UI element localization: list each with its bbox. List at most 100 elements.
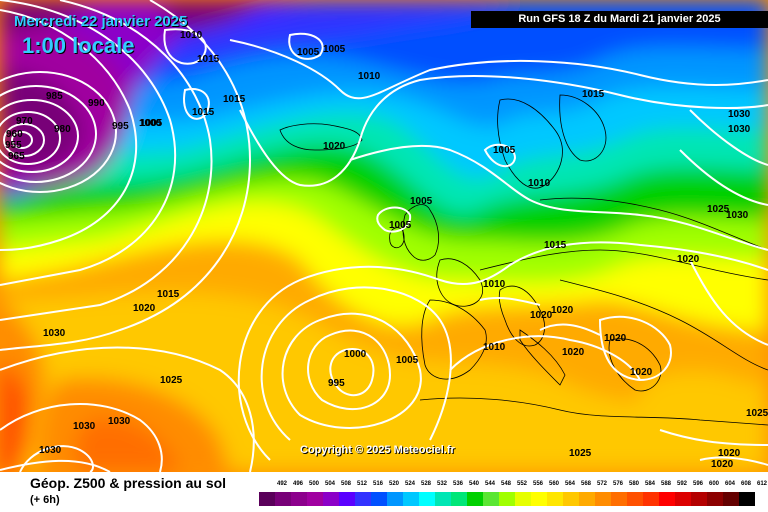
legend-swatch — [467, 492, 484, 506]
legend-swatch — [387, 492, 404, 506]
legend-value: 532 — [436, 481, 447, 487]
isobar-label: 1030 — [43, 328, 66, 339]
legend-swatch — [307, 492, 324, 506]
isobar-label: 1025 — [569, 448, 592, 459]
isobar-label: 1020 — [551, 305, 574, 316]
model-run-banner: Run GFS 18 Z du Mardi 21 janvier 2025 — [471, 11, 768, 28]
legend-value: 560 — [548, 481, 559, 487]
legend-value: 580 — [628, 481, 639, 487]
legend-swatch — [739, 492, 755, 506]
legend-value: 552 — [516, 481, 527, 487]
legend-swatch — [611, 492, 628, 506]
legend-swatch — [403, 492, 420, 506]
isobar-label: 965 — [8, 151, 25, 162]
isobar-label: 1010 — [358, 71, 381, 82]
copyright-notice: Copyright © 2025 Meteociel.fr — [300, 444, 455, 456]
legend-swatch — [723, 492, 740, 506]
legend-value: 588 — [660, 481, 671, 487]
legend-swatch — [627, 492, 644, 506]
isobar-label: 1010 — [483, 279, 506, 290]
isobar-label: 1000 — [139, 118, 162, 129]
isobar-label: 1030 — [728, 124, 751, 135]
isobar-label: 1015 — [544, 240, 567, 251]
isobar-label: 980 — [54, 124, 71, 135]
isobar-label: 1015 — [223, 94, 246, 105]
legend-value: 516 — [372, 481, 383, 487]
isobar-label: 1030 — [73, 421, 96, 432]
isobar-label: 995 — [328, 378, 345, 389]
isobar-label: 995 — [112, 121, 129, 132]
legend-swatch — [515, 492, 532, 506]
legend-scale-labels: 492 496 500 504 508 512 516 520 524 528 532 536 540 5… — [277, 481, 767, 491]
legend-value: 540 — [468, 481, 479, 487]
forecast-time: 1:00 locale — [22, 33, 135, 58]
lead-time: (+ 6h) — [30, 494, 60, 506]
legend-swatch — [323, 492, 340, 506]
legend-value: 608 — [740, 481, 751, 487]
isobar-label: 1030 — [726, 210, 749, 221]
legend-swatch — [451, 492, 468, 506]
legend-swatch — [419, 492, 436, 506]
legend-value: 584 — [644, 481, 655, 487]
isobar-label: 1005 — [493, 145, 516, 156]
legend-swatch — [435, 492, 452, 506]
legend-swatch — [499, 492, 516, 506]
legend-swatch — [579, 492, 596, 506]
isobar-label: 1020 — [711, 459, 734, 470]
legend-swatch — [675, 492, 692, 506]
isobar-label: 960 — [6, 129, 23, 140]
forecast-date: Mercredi 22 janvier 2025 — [14, 13, 188, 30]
isobar-label: 1020 — [630, 367, 653, 378]
legend-value: 544 — [484, 481, 495, 487]
isobar-label: 1015 — [192, 107, 215, 118]
isobar-label: 1005 — [396, 355, 419, 366]
isobar-label: 955 — [5, 140, 22, 151]
coastlines — [279, 94, 768, 426]
legend-value: 564 — [564, 481, 575, 487]
legend-swatch — [483, 492, 500, 506]
isobar-label: 1025 — [707, 204, 730, 215]
legend-footer: Géop. Z500 & pression au sol (+ 6h) 492 4… — [0, 472, 768, 512]
legend-swatch — [291, 492, 308, 506]
legend-swatch — [691, 492, 708, 506]
legend-value: 500 — [308, 481, 319, 487]
color-scale-bar — [259, 492, 755, 506]
legend-value: 592 — [676, 481, 687, 487]
legend-value: 536 — [452, 481, 463, 487]
isobar-label: 1020 — [718, 448, 741, 459]
isobar-label: 1020 — [677, 254, 700, 265]
legend-swatch — [371, 492, 388, 506]
legend-swatch — [275, 492, 292, 506]
isobar-label: 1020 — [530, 310, 553, 321]
legend-value: 612 — [756, 481, 767, 487]
isobar-label: 1020 — [562, 347, 585, 358]
legend-value: 548 — [500, 481, 511, 487]
legend-value: 520 — [388, 481, 399, 487]
isobar-label: 1030 — [108, 416, 131, 427]
isobars — [0, 0, 768, 472]
legend-value: 528 — [420, 481, 431, 487]
legend-value: 508 — [340, 481, 351, 487]
isobar-label: 1010 — [528, 178, 551, 189]
legend-swatch — [339, 492, 356, 506]
isobar-label: 1005 — [410, 196, 433, 207]
isobar-label: 1020 — [604, 333, 627, 344]
isobar-label: 1010 — [180, 30, 203, 41]
legend-value: 576 — [612, 481, 623, 487]
isobar-label: 1005 — [140, 118, 163, 129]
isobar-label: 970 — [16, 116, 33, 127]
legend-swatch — [259, 492, 276, 506]
isobar-label: 1015 — [157, 289, 180, 300]
legend-swatch — [659, 492, 676, 506]
isobar-label: 990 — [88, 98, 105, 109]
legend-swatch — [643, 492, 660, 506]
legend-swatch — [595, 492, 612, 506]
legend-value: 556 — [532, 481, 543, 487]
legend-swatch — [355, 492, 372, 506]
isobar-label: 1020 — [323, 141, 346, 152]
isobar-label: 1005 — [297, 47, 320, 58]
isobar-label: 1025 — [160, 375, 183, 386]
isobar-label: 1030 — [728, 109, 751, 120]
